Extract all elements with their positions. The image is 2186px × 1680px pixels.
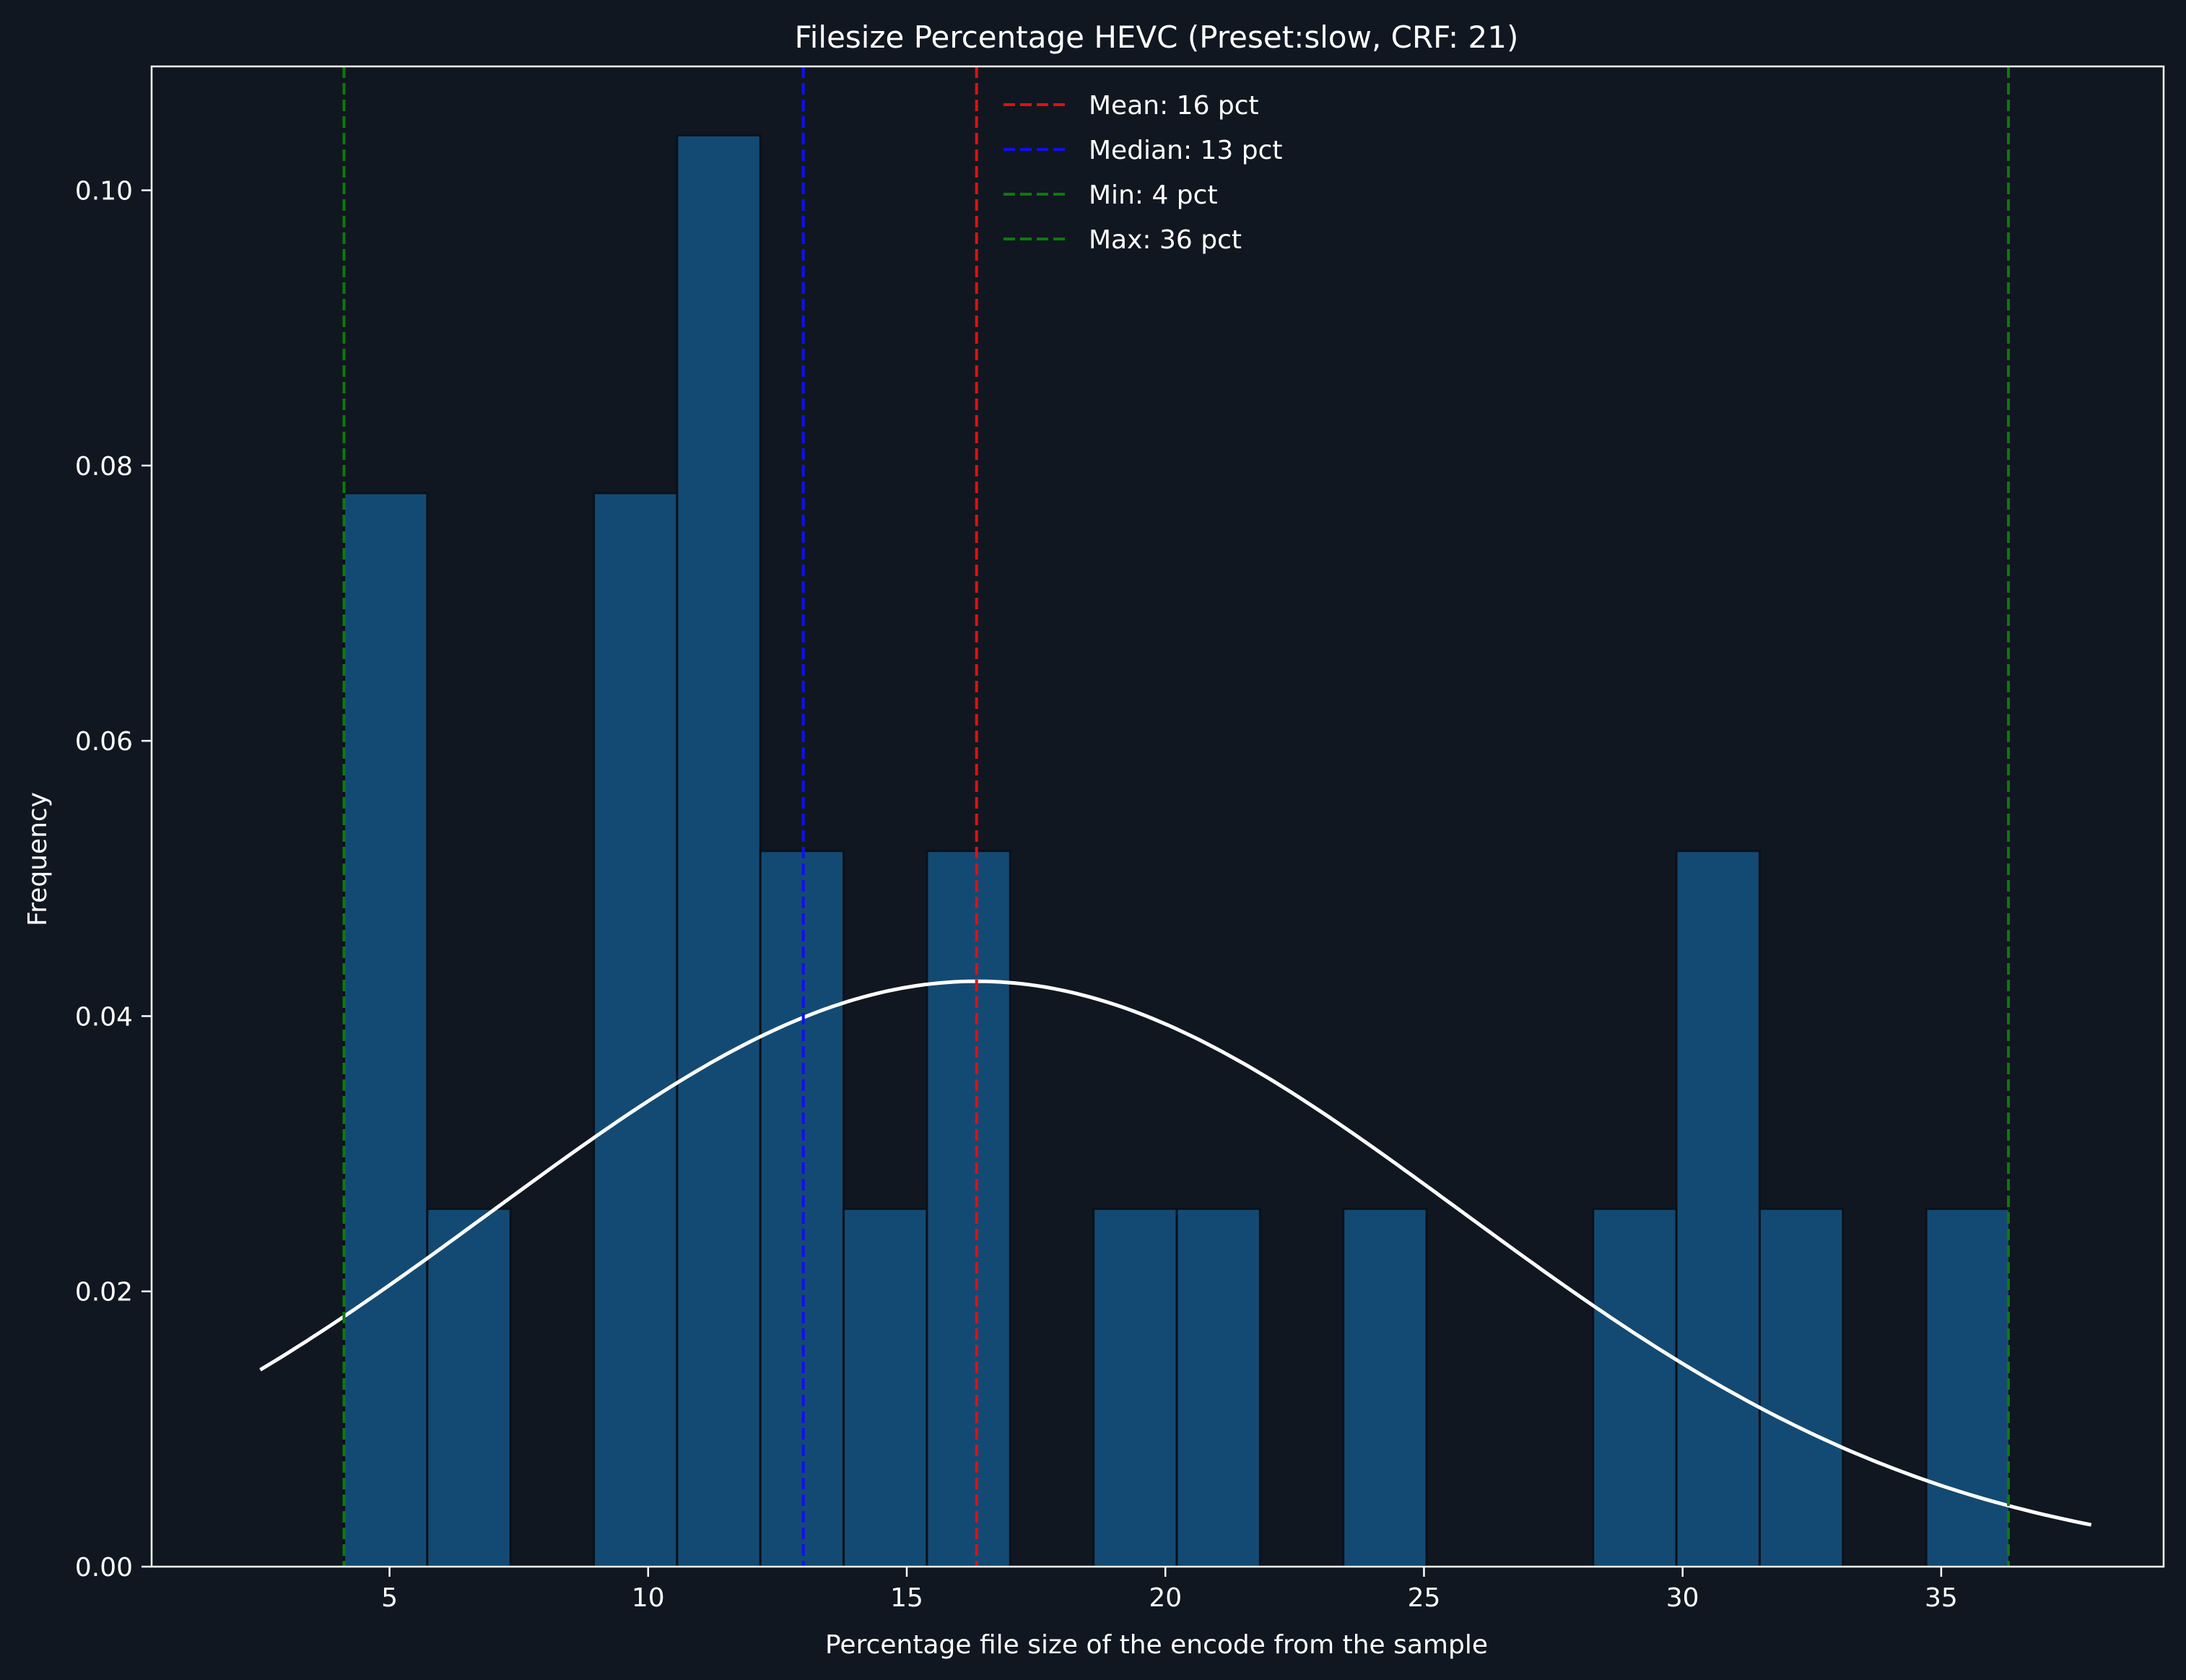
- histogram-bar: [593, 492, 679, 1568]
- y-axis-label: Frequency: [23, 792, 53, 926]
- histogram-bar: [426, 1207, 512, 1568]
- histogram-bar: [759, 850, 845, 1568]
- x-tick-label: 25: [1408, 1583, 1441, 1613]
- histogram-bar: [926, 850, 1011, 1568]
- x-tick-label: 10: [632, 1583, 665, 1613]
- legend-label: Max: 36 pct: [1089, 225, 1242, 255]
- legend-label: Median: 13 pct: [1089, 136, 1283, 165]
- histogram-bar: [1925, 1207, 2011, 1568]
- x-tick-label: 5: [381, 1583, 398, 1613]
- histogram-bar: [1092, 1207, 1178, 1568]
- axes-frame: [150, 65, 2165, 1568]
- histogram-bar: [1592, 1207, 1678, 1568]
- histogram-bar: [1758, 1207, 1845, 1568]
- legend-label: Mean: 16 pct: [1089, 91, 1259, 121]
- chart-title: Filesize Percentage HEVC (Preset:slow, C…: [795, 19, 1519, 55]
- x-axis-label: Percentage file size of the encode from …: [825, 1630, 1488, 1660]
- y-tick-label: 0.10: [75, 177, 133, 206]
- y-tick-label: 0.00: [75, 1553, 133, 1583]
- legend-label: Min: 4 pct: [1089, 180, 1218, 210]
- x-tick-label: 15: [890, 1583, 923, 1613]
- y-tick-label: 0.04: [75, 1002, 133, 1032]
- plot-area: 5 10 15 20 25 30 35 0.00 0.02 0.04 0.06 0.08 0.10: [75, 65, 2165, 1613]
- y-tick-label: 0.02: [75, 1278, 133, 1307]
- x-tick-label: 20: [1149, 1583, 1182, 1613]
- histogram-bar: [343, 492, 429, 1568]
- normal-fit-curve: [259, 979, 2092, 1527]
- legend: Mean: 16 pct Median: 13 pct Min: 4 pct Max:…: [1003, 91, 1283, 255]
- histogram-bar: [1175, 1207, 1261, 1568]
- histogram-bar: [676, 134, 762, 1568]
- y-tick-label: 0.06: [75, 727, 133, 757]
- x-tick-label: 30: [1666, 1583, 1699, 1613]
- histogram-bar: [842, 1207, 928, 1568]
- histogram-bar: [1675, 850, 1761, 1568]
- y-tick-label: 0.08: [75, 452, 133, 482]
- histogram-bar: [1342, 1207, 1428, 1568]
- x-tick-label: 35: [1925, 1583, 1958, 1613]
